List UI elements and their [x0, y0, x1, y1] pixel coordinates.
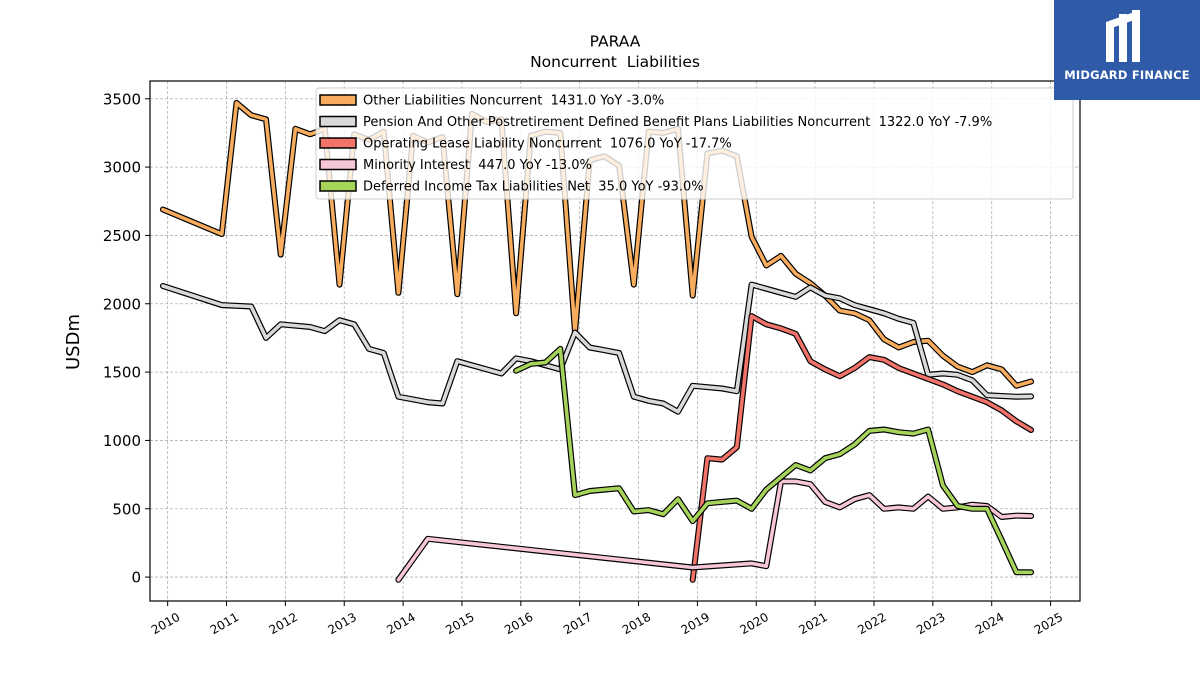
x-tick-label: 2013	[326, 610, 359, 637]
legend-label: Deferred Income Tax Liabilities Net 35.0…	[363, 180, 704, 195]
logo-text: MIDGARD FINANCE	[1064, 68, 1190, 82]
y-tick-label: 1000	[103, 432, 141, 450]
x-tick-label: 2016	[502, 610, 535, 637]
y-tick-label: 3500	[103, 90, 141, 108]
x-tick-label: 2025	[1032, 610, 1065, 637]
y-tick-label: 2500	[103, 227, 141, 245]
x-tick-label: 2017	[561, 610, 594, 637]
legend-swatch	[319, 180, 357, 192]
x-tick-label: 2020	[738, 610, 771, 637]
y-tick-label: 1500	[103, 364, 141, 382]
x-tick-label: 2018	[620, 610, 653, 637]
x-tick-label: 2024	[973, 610, 1006, 637]
legend-swatch	[319, 137, 357, 149]
x-tick-label: 2011	[208, 610, 241, 637]
legend-label: Minority Interest 447.0 YoY -13.0%	[363, 158, 592, 173]
series-line-5	[513, 345, 1035, 576]
x-tick-label: 2015	[443, 610, 476, 637]
x-tick-label: 2023	[914, 610, 947, 637]
legend-label: Other Liabilities Noncurrent 1431.0 YoY …	[363, 94, 664, 109]
legend-swatch	[319, 94, 357, 106]
series-stroke	[396, 479, 1033, 582]
x-tick-label: 2021	[796, 610, 829, 637]
x-tick-label: 2012	[267, 610, 300, 637]
plot-frame	[149, 80, 1081, 602]
y-tick-label: 0	[131, 569, 141, 587]
x-tick-label: 2019	[679, 610, 712, 637]
chart-subtitle: Noncurrent Liabilities	[530, 53, 700, 71]
legend-box	[315, 87, 1074, 200]
midgard-logo: MIDGARD FINANCE	[1054, 0, 1200, 100]
y-tick-label: 3000	[103, 159, 141, 177]
series-line-4	[395, 478, 1035, 583]
series-stroke	[514, 347, 1033, 575]
x-tick-label: 2022	[855, 610, 888, 637]
series-stroke	[690, 314, 1033, 582]
x-tick-label: 2014	[384, 610, 417, 637]
y-axis-label: USDm	[63, 314, 84, 370]
x-tick-label: 2010	[149, 610, 182, 637]
legend: Other Liabilities Noncurrent 1431.0 YoY …	[315, 87, 1074, 200]
series-line-3	[689, 313, 1035, 583]
y-tick-label: 500	[112, 500, 141, 518]
midgard-logo-icon	[1106, 10, 1140, 62]
legend-swatch	[319, 158, 357, 171]
series-stroke	[161, 282, 1033, 414]
chart-title: PARAA	[590, 33, 641, 51]
y-tick-label: 2000	[103, 295, 141, 313]
legend-label: Pension And Other Postretirement Defined…	[363, 115, 992, 130]
legend-label: Operating Lease Liability Noncurrent 107…	[363, 137, 732, 152]
series-line-2	[159, 281, 1035, 415]
legend-swatch	[319, 115, 357, 128]
